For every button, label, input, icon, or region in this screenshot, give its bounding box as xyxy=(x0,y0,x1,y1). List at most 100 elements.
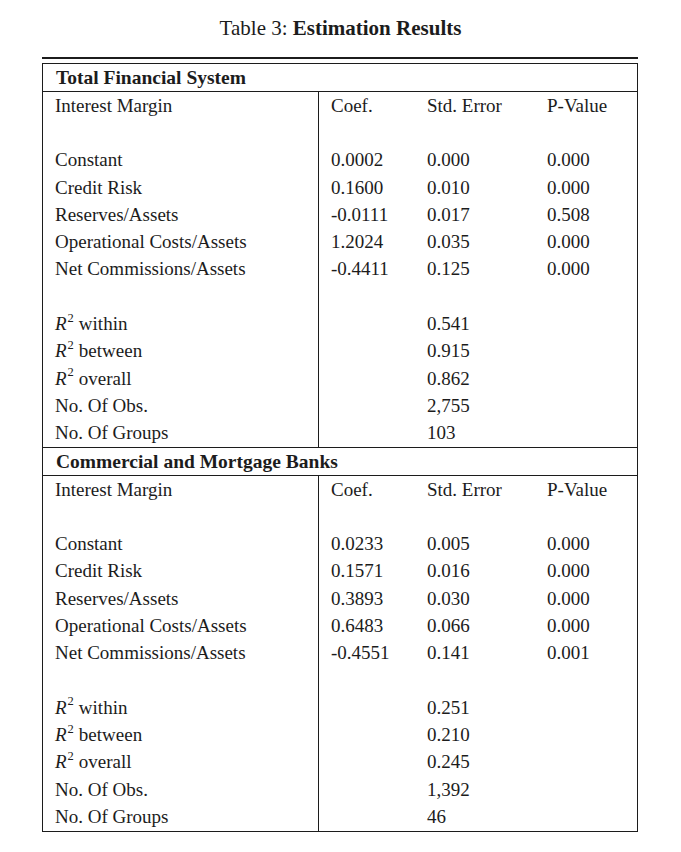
p-value: 0.508 xyxy=(535,204,637,226)
coef-row-net-commissions-assets: Net Commissions/Assets -0.4551 0.141 0.0… xyxy=(43,640,637,667)
stat-row-r2-within: R2within 0.541 xyxy=(43,310,637,337)
p-value: 0.000 xyxy=(535,560,637,582)
p-value: 0.000 xyxy=(535,258,637,280)
stat-label: R2within xyxy=(43,310,319,337)
std-error-value: 0.066 xyxy=(415,615,535,637)
stat-label: No. Of Obs. xyxy=(43,776,319,803)
coef-row-constant: Constant 0.0002 0.000 0.000 xyxy=(43,147,637,174)
coef-value: -0.4551 xyxy=(319,642,415,664)
std-error-value: 0.017 xyxy=(415,204,535,226)
coef-value: 0.6483 xyxy=(319,615,415,637)
stat-label: R2between xyxy=(43,722,319,749)
row-label: Operational Costs/Assets xyxy=(43,228,319,255)
row-label: Net Commissions/Assets xyxy=(43,256,319,283)
stat-label: R2within xyxy=(43,694,319,721)
coef-row-credit-risk: Credit Risk 0.1571 0.016 0.000 xyxy=(43,558,637,585)
coef-value: 1.2024 xyxy=(319,231,415,253)
coef-value: -0.0111 xyxy=(319,204,415,226)
column-header-coef: Coef. xyxy=(319,479,415,501)
stat-value: 0.251 xyxy=(415,697,535,719)
stat-value: 0.541 xyxy=(415,313,535,335)
column-header-p-value: P-Value xyxy=(535,479,637,501)
coef-value: -0.4411 xyxy=(319,258,415,280)
coef-row-reserves-assets: Reserves/Assets 0.3893 0.030 0.000 xyxy=(43,585,637,612)
panel-title: Commercial and Mortgage Banks xyxy=(43,447,637,476)
spacer-row xyxy=(43,119,637,146)
p-value: 0.000 xyxy=(535,533,637,555)
stat-row-r2-between: R2between 0.915 xyxy=(43,338,637,365)
coef-row-reserves-assets: Reserves/Assets -0.0111 0.017 0.508 xyxy=(43,201,637,228)
row-label: Net Commissions/Assets xyxy=(43,640,319,667)
std-error-value: 0.141 xyxy=(415,642,535,664)
stat-value: 0.915 xyxy=(415,340,535,362)
coef-row-constant: Constant 0.0233 0.005 0.000 xyxy=(43,530,637,557)
stat-label: No. Of Groups xyxy=(43,803,319,830)
column-header-row: Interest Margin Coef. Std. Error P-Value xyxy=(43,92,637,119)
std-error-value: 0.005 xyxy=(415,533,535,555)
p-value: 0.000 xyxy=(535,231,637,253)
column-header-std-error: Std. Error xyxy=(415,95,535,117)
column-header-label: Interest Margin xyxy=(43,476,319,503)
row-label: Reserves/Assets xyxy=(43,201,319,228)
std-error-value: 0.000 xyxy=(415,149,535,171)
spacer-row xyxy=(43,283,637,310)
stat-value: 2,755 xyxy=(415,395,535,417)
stat-row-num-obs: No. Of Obs. 1,392 xyxy=(43,776,637,803)
coef-value: 0.1600 xyxy=(319,177,415,199)
stat-row-r2-overall: R2overall 0.245 xyxy=(43,749,637,776)
stat-label: R2between xyxy=(43,338,319,365)
row-label: Constant xyxy=(43,530,319,557)
row-label: Constant xyxy=(43,147,319,174)
coef-value: 0.0002 xyxy=(319,149,415,171)
stat-label: R2overall xyxy=(43,749,319,776)
coef-row-operational-costs-assets: Operational Costs/Assets 1.2024 0.035 0.… xyxy=(43,228,637,255)
stat-row-r2-between: R2between 0.210 xyxy=(43,722,637,749)
row-label: Credit Risk xyxy=(43,558,319,585)
caption-title: Estimation Results xyxy=(293,16,462,40)
estimation-results-table: Total Financial System Interest Margin C… xyxy=(42,57,638,832)
stat-row-num-obs: No. Of Obs. 2,755 xyxy=(43,392,637,419)
coef-value: 0.0233 xyxy=(319,533,415,555)
coef-row-operational-costs-assets: Operational Costs/Assets 0.6483 0.066 0.… xyxy=(43,612,637,639)
table-box: Total Financial System Interest Margin C… xyxy=(42,63,638,832)
p-value: 0.000 xyxy=(535,615,637,637)
std-error-value: 0.010 xyxy=(415,177,535,199)
column-header-std-error: Std. Error xyxy=(415,479,535,501)
stat-row-r2-within: R2within 0.251 xyxy=(43,694,637,721)
std-error-value: 0.035 xyxy=(415,231,535,253)
coef-row-credit-risk: Credit Risk 0.1600 0.010 0.000 xyxy=(43,174,637,201)
stat-value: 46 xyxy=(415,806,535,828)
panel-title: Total Financial System xyxy=(43,64,637,92)
stat-row-num-groups: No. Of Groups 46 xyxy=(43,803,637,830)
coef-value: 0.1571 xyxy=(319,560,415,582)
column-header-coef: Coef. xyxy=(319,95,415,117)
stat-row-num-groups: No. Of Groups 103 xyxy=(43,420,637,447)
spacer-row xyxy=(43,503,637,530)
panel-total-financial-system: Total Financial System Interest Margin C… xyxy=(43,64,637,447)
caption-prefix: Table 3: xyxy=(220,16,288,40)
p-value: 0.000 xyxy=(535,588,637,610)
stat-value: 103 xyxy=(415,422,535,444)
stat-value: 1,392 xyxy=(415,779,535,801)
stat-label: R2overall xyxy=(43,365,319,392)
column-header-label: Interest Margin xyxy=(43,92,319,119)
p-value: 0.001 xyxy=(535,642,637,664)
std-error-value: 0.125 xyxy=(415,258,535,280)
stat-value: 0.210 xyxy=(415,724,535,746)
panel-commercial-mortgage-banks: Commercial and Mortgage Banks Interest M… xyxy=(43,447,637,831)
stat-label: No. Of Groups xyxy=(43,420,319,447)
std-error-value: 0.030 xyxy=(415,588,535,610)
stat-value: 0.862 xyxy=(415,368,535,390)
row-label: Operational Costs/Assets xyxy=(43,612,319,639)
column-header-p-value: P-Value xyxy=(535,95,637,117)
std-error-value: 0.016 xyxy=(415,560,535,582)
table-caption: Table 3: Estimation Results xyxy=(0,14,681,42)
coef-value: 0.3893 xyxy=(319,588,415,610)
stat-value: 0.245 xyxy=(415,751,535,773)
spacer-row xyxy=(43,667,637,694)
column-header-row: Interest Margin Coef. Std. Error P-Value xyxy=(43,476,637,503)
stat-label: No. Of Obs. xyxy=(43,392,319,419)
p-value: 0.000 xyxy=(535,177,637,199)
row-label: Credit Risk xyxy=(43,174,319,201)
row-label: Reserves/Assets xyxy=(43,585,319,612)
